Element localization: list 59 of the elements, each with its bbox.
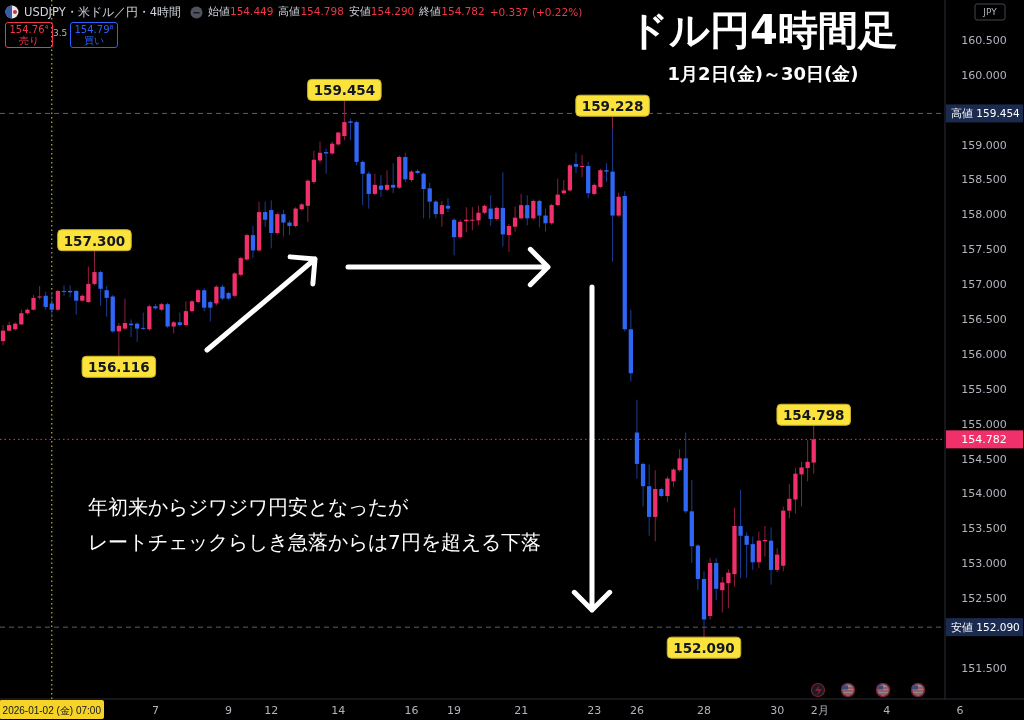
annotation: 152.090 <box>673 640 735 657</box>
y-tick-label: 160.000 <box>961 68 1007 82</box>
y-tick-label: 158.500 <box>961 173 1007 187</box>
y-tick-label: 160.500 <box>961 33 1007 47</box>
y-tick-label: 159.000 <box>961 138 1007 152</box>
x-tick-label: 21 <box>514 703 529 717</box>
y-tick-label: 155.500 <box>961 382 1007 396</box>
x-tick-label: 2月 <box>810 703 829 717</box>
x-tick-label: 7 <box>151 703 159 717</box>
y-tick-label: 156.000 <box>961 347 1007 361</box>
x-tick-label: 26 <box>629 703 644 717</box>
y-tick-label: 153.500 <box>961 522 1007 536</box>
y-tick-label: 151.500 <box>961 661 1007 675</box>
ref-line-label: 安値 152.090 <box>951 621 1020 634</box>
annotation: 154.79⁸ <box>74 24 114 35</box>
annotation: 買い <box>84 35 104 46</box>
annotation: レートチェックらしき急落からは7円を超える下落 <box>88 529 541 556</box>
y-tick-label: 156.500 <box>961 313 1007 326</box>
y-tick-label: 152.500 <box>961 592 1007 606</box>
annotation: 156.116 <box>88 359 150 376</box>
annotation: 159.228 <box>581 98 644 115</box>
annotation: 高値154.798 <box>278 5 344 17</box>
y-tick-label: 157.500 <box>961 243 1007 257</box>
x-tick-label: 23 <box>587 703 602 717</box>
annotation: 年初来からジワジワ円安となったが <box>88 494 409 521</box>
annotation: 157.300 <box>63 232 126 249</box>
annotation: 159.454 <box>313 82 376 99</box>
y-tick-label: 154.782 <box>961 432 1007 446</box>
x-tick-label: 19 <box>447 703 462 717</box>
y-tick-label: 154.000 <box>961 487 1007 501</box>
annotation: 3.5 <box>53 28 68 38</box>
ref-line-label: 高値 159.454 <box>951 107 1021 120</box>
x-tick-label: 16 <box>404 703 419 717</box>
y-axis-title: JPY <box>982 7 998 17</box>
x-tick-label: 12 <box>264 703 279 717</box>
x-tick-label: 2026-01-02 (金) 07:00 <box>2 704 102 716</box>
annotation: 始値154.449 <box>208 5 274 17</box>
y-tick-label: 158.000 <box>961 208 1007 222</box>
y-label: JPY <box>974 3 1006 21</box>
y-tick-label: 154.500 <box>961 452 1007 466</box>
annotation: 154.76⁴ <box>9 24 49 35</box>
y-tick-label: 153.000 <box>961 557 1007 571</box>
annotation: USDJPY・米ドル／円・4時間 <box>24 4 181 20</box>
x-tick-label: 30 <box>770 703 785 717</box>
annotation: 安値154.290 <box>348 5 415 17</box>
x-ref-label: 2026-01-02 (金) 07:00 <box>0 700 104 719</box>
y-tick-label: 155.000 <box>961 417 1007 431</box>
x-tick-label: 9 <box>225 703 233 717</box>
x-tick-label: 28 <box>697 703 711 717</box>
annotation: 売り <box>19 35 39 46</box>
annotation: +0.337 (+0.22%) <box>489 6 583 18</box>
x-tick-label: 4 <box>883 703 891 717</box>
text: 1月2日(金)～30日(金) <box>667 62 859 86</box>
chart-title: ドル円4時間足 <box>628 6 898 55</box>
annotation: 終値154.782 <box>419 5 485 17</box>
x-tick-label: 6 <box>956 703 964 717</box>
x-tick-label: 14 <box>331 703 346 717</box>
y-tick-label: 157.000 <box>961 278 1007 292</box>
annotation: 154.798 <box>782 407 845 424</box>
